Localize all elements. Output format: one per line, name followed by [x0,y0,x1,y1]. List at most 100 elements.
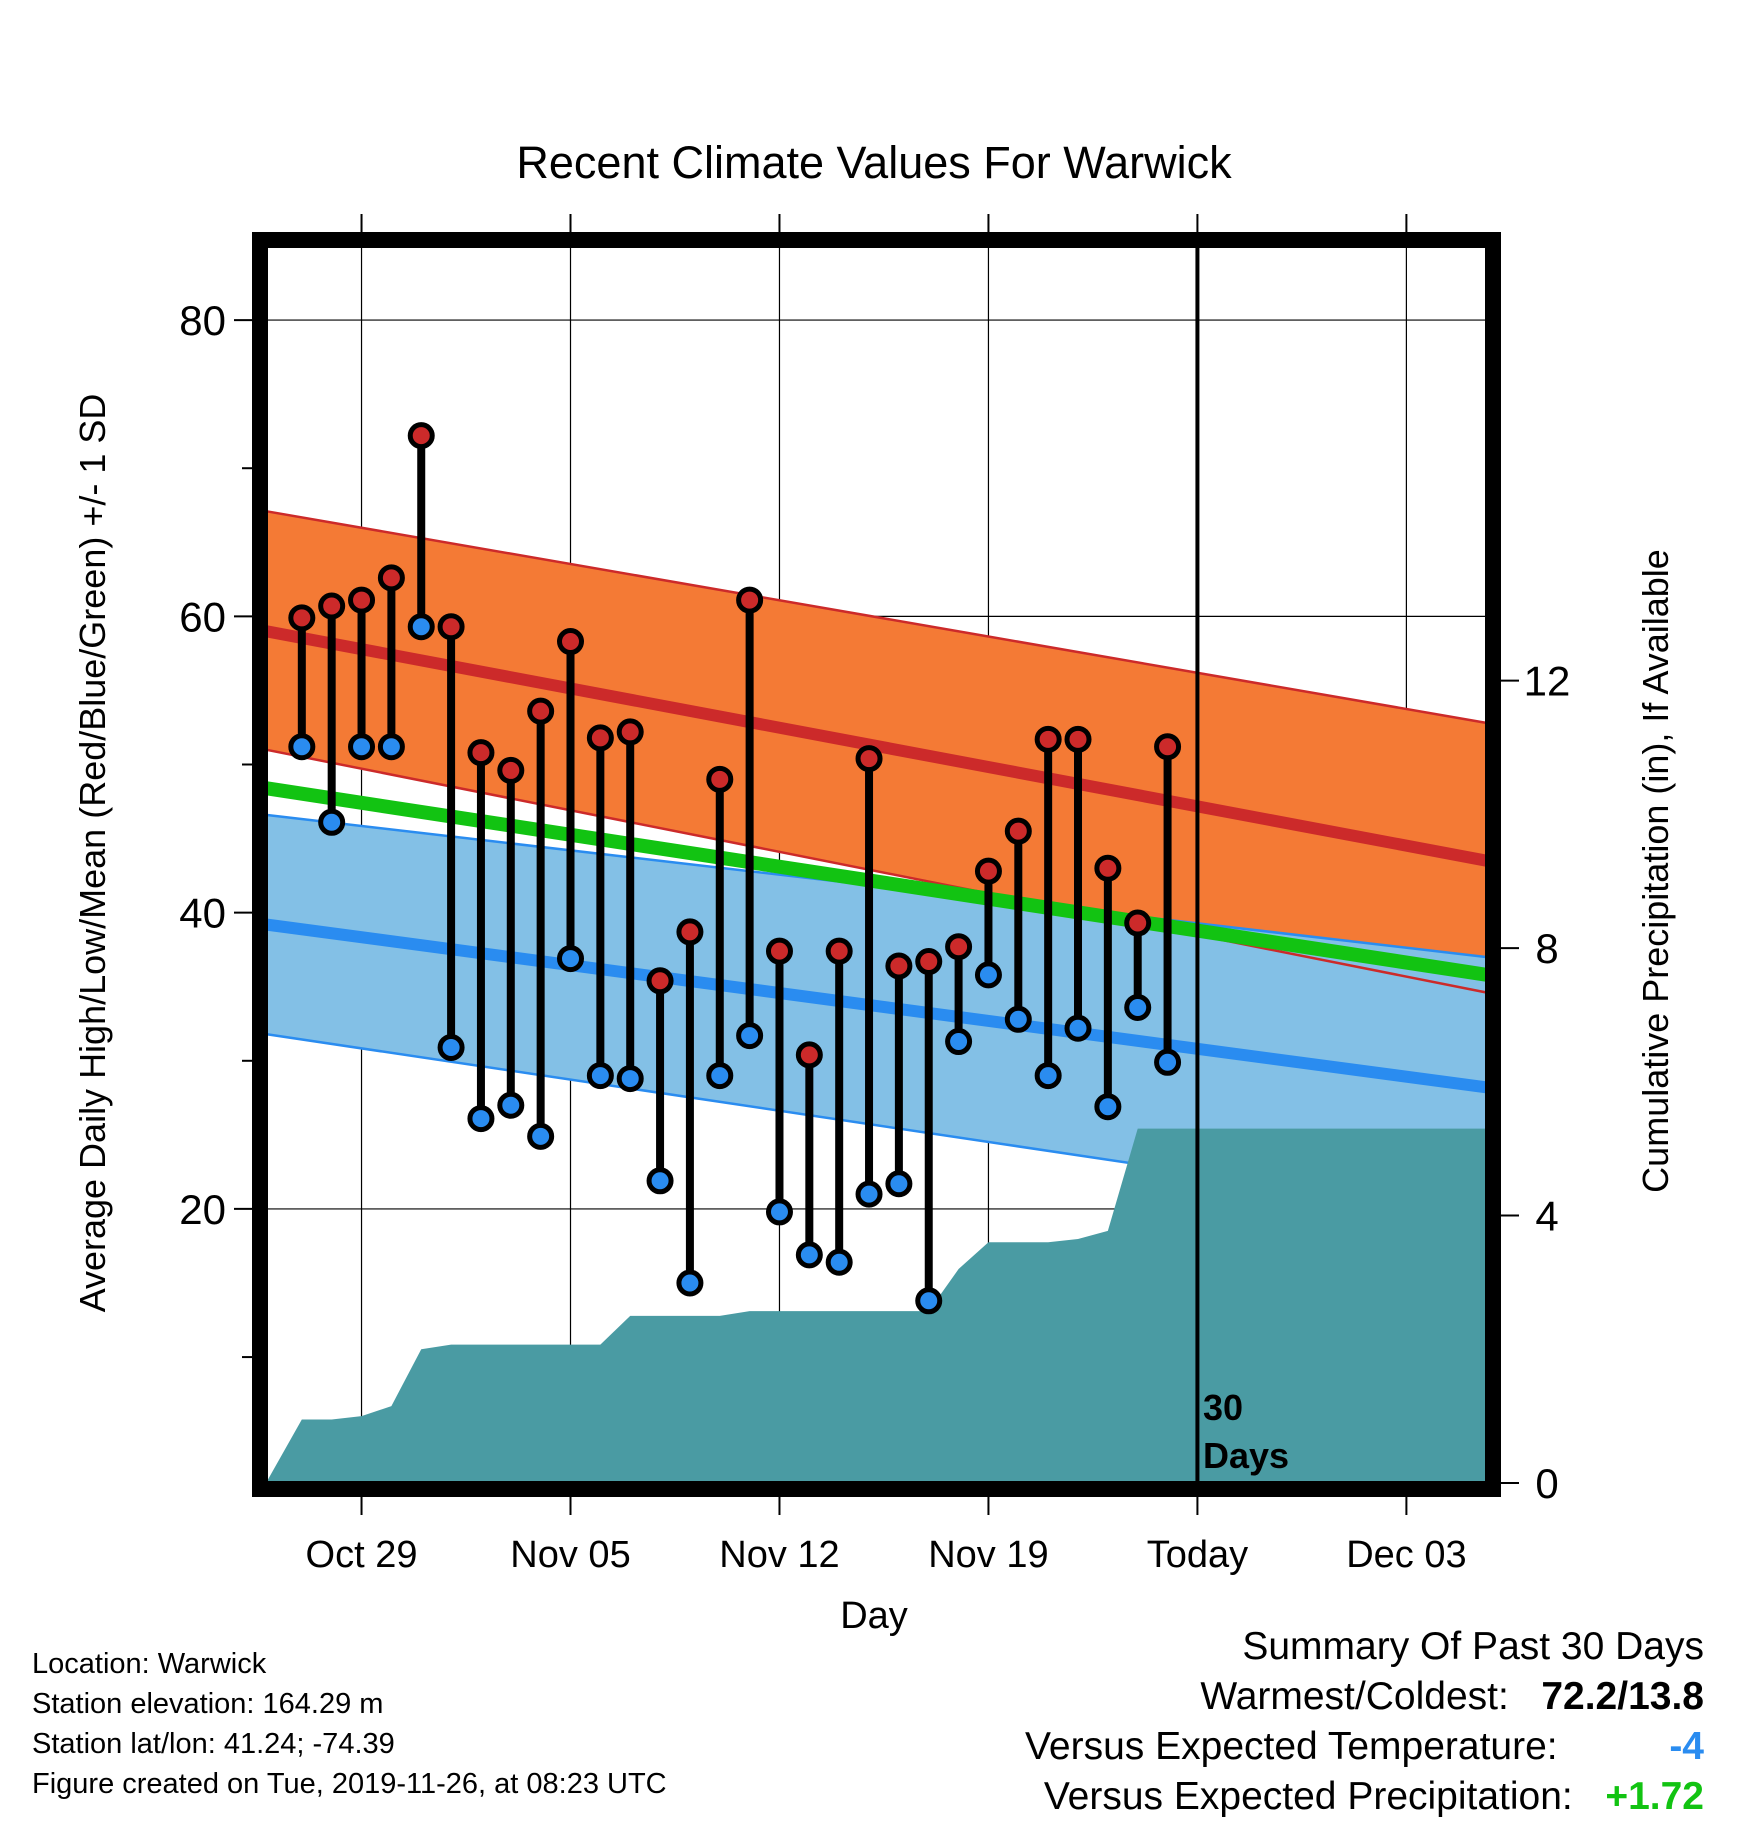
observed-low-point [1064,1014,1092,1042]
annotation-days-word: Days [1203,1435,1289,1476]
observed-low-point [557,945,585,973]
temperature-label: Versus Expected Temperature: [1025,1725,1558,1768]
observed-low-point [586,1062,614,1090]
summary-heading: Summary Of Past 30 Days [1242,1625,1704,1668]
observed-high-point [1004,817,1032,845]
observed-low-point [1004,1005,1032,1033]
annotation-days-number: 30 [1203,1387,1243,1428]
high-minus-sd-edge [265,748,1488,994]
warmest-coldest-label: Warmest/Coldest: [1200,1675,1509,1718]
observed-low-point [825,1248,853,1276]
y2-axis-label: Cumulative Precipitation (in), If Availa… [1635,549,1676,1193]
x-tick-label: Oct 29 [306,1534,418,1576]
observed-high-point [676,918,704,946]
observed-high-point [885,952,913,980]
y-tick-label: 40 [179,890,226,937]
observed-low-point [915,1287,943,1315]
observed-low-point [706,1062,734,1090]
observed-temperatures [288,422,1182,1315]
station-elevation: Station elevation: 164.29 m [32,1688,384,1720]
observed-low-point [407,613,435,641]
y-axis-label: Average Daily High/Low/Mean (Red/Blue/Gr… [72,394,113,1313]
observed-high-point [527,697,555,725]
observed-high-point [497,756,525,784]
observed-low-point [885,1170,913,1198]
normal-high-line [264,625,1489,867]
x-tick-label: Today [1147,1534,1248,1576]
axes: 20 40 60 80 0 4 8 12 Oct 29 Nov 05 Nov 12 Nov 19 Tod… [179,214,1570,1576]
chart-title: Recent Climate Values For Warwick [516,137,1232,188]
observed-high-point [407,422,435,450]
observed-high-point [1064,725,1092,753]
observed-low-point [437,1033,465,1061]
x-tick-label: Nov 12 [719,1534,839,1576]
y2-tick-label: 0 [1535,1460,1558,1507]
x-axis-label: Day [840,1595,908,1637]
observed-low-point [348,733,376,761]
x-tick-label: Nov 19 [928,1534,1048,1576]
observed-high-point [706,765,734,793]
observed-high-point [1154,733,1182,761]
observed-high-point [765,937,793,965]
x-tick-label: Nov 05 [510,1534,630,1576]
observed-low-point [795,1241,823,1269]
observed-low-point [616,1065,644,1093]
observed-low-point [855,1180,883,1208]
observed-high-point [945,933,973,961]
observed-high-point [646,967,674,995]
observed-low-point [377,733,405,761]
observed-high-point [1034,725,1062,753]
station-info: Location: Warwick Station elevation: 164… [32,1644,667,1804]
observed-low-point [1034,1062,1062,1090]
y-tick-label: 20 [179,1186,226,1233]
y-tick-label: 60 [179,593,226,640]
y2-tick-label: 12 [1524,658,1571,705]
observed-low-point [467,1105,495,1133]
observed-high-point [348,586,376,614]
observed-low-point [974,961,1002,989]
observed-low-point [318,808,346,836]
warmest-coldest-value: 72.2/13.8 [1541,1675,1704,1718]
observed-high-point [616,718,644,746]
summary-precipitation: Versus Expected Precipitation: +1.72 [1025,1772,1704,1822]
figure-created: Figure created on Tue, 2019-11-26, at 08… [32,1768,667,1800]
observed-low-point [736,1022,764,1050]
observed-high-point [795,1041,823,1069]
plot-frame [252,232,1501,1497]
observed-high-point [557,628,585,656]
observed-high-point [974,857,1002,885]
observed-high-point [736,586,764,614]
summary-temperature: Versus Expected Temperature: -4 [1025,1722,1704,1772]
y2-tick-label: 4 [1535,1193,1558,1240]
observed-high-point [586,724,614,752]
observed-high-point [467,739,495,767]
observed-low-point [1124,993,1152,1021]
normal-mean-line [264,781,1489,982]
station-latlon: Station lat/lon: 41.24; -74.39 [32,1728,395,1760]
observed-low-point [1154,1048,1182,1076]
observed-low-point [676,1269,704,1297]
precipitation-value: +1.72 [1605,1775,1704,1818]
observed-high-point [377,564,405,592]
observed-low-point [1094,1093,1122,1121]
observed-low-point [646,1167,674,1195]
observed-high-point [437,613,465,641]
precipitation-label: Versus Expected Precipitation: [1043,1775,1573,1818]
observed-low-point [765,1198,793,1226]
y-tick-label: 80 [179,297,226,344]
observed-low-point [288,733,316,761]
summary-panel: Summary Of Past 30 Days Warmest/Coldest:… [1025,1622,1704,1822]
observed-high-point [855,745,883,773]
cumulative-precip-area [266,1128,1487,1483]
summary-warmest-coldest: Warmest/Coldest: 72.2/13.8 [1025,1672,1704,1722]
precipitation-area [266,1128,1487,1483]
observed-high-point [288,604,316,632]
observed-low-point [497,1091,525,1119]
temperature-value: -4 [1669,1725,1704,1768]
observed-high-point [825,937,853,965]
observed-high-point [1094,854,1122,882]
observed-high-point [915,948,943,976]
observed-low-point [527,1122,555,1150]
high-plus-sd-edge [265,509,1488,725]
